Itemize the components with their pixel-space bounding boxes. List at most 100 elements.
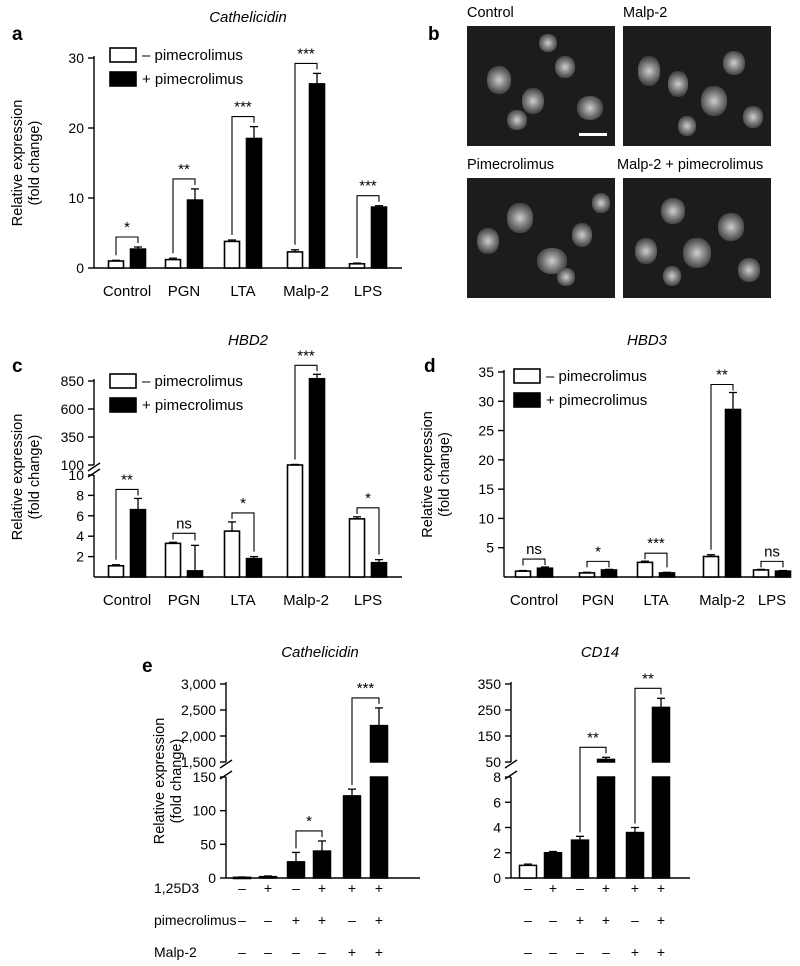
significance-label: ns (764, 543, 780, 560)
legend-swatch-minus (513, 368, 541, 384)
y-tick-label: 50 (485, 754, 501, 770)
significance-label: ** (178, 161, 190, 178)
category-label: LTA (230, 283, 255, 300)
category-label: PGN (168, 592, 201, 609)
condition-sign: – (524, 912, 532, 928)
micrograph-image (467, 26, 615, 146)
bar-minus (164, 542, 182, 578)
significance-label: ** (121, 471, 133, 488)
y-tick-label: 600 (61, 401, 85, 417)
cell-blob (592, 193, 610, 213)
condition-sign: – (292, 944, 300, 960)
bar (518, 864, 538, 879)
y-axis-label-line1: Relative expression (10, 414, 26, 541)
condition-sign: – (549, 912, 557, 928)
bar-plus (186, 199, 204, 269)
cell-blob (555, 56, 575, 78)
y-axis-label-line2: (fold change) (27, 121, 43, 206)
significance-label: * (306, 813, 312, 830)
condition-sign: – (602, 944, 610, 960)
micrograph-label: Malp-2 (623, 5, 668, 21)
y-axis-label-line2: (fold change) (27, 435, 43, 520)
category-label: PGN (168, 283, 201, 300)
y-tick-label: 10 (68, 467, 84, 483)
condition-sign: + (292, 912, 300, 928)
condition-sign: – (576, 880, 584, 896)
significance-bracket (115, 488, 139, 560)
condition-sign: – (264, 944, 272, 960)
condition-sign: + (657, 944, 665, 960)
cell-blob (701, 86, 727, 116)
significance-label: * (124, 219, 130, 236)
category-label: LTA (643, 592, 668, 609)
y-tick-label: 30 (478, 393, 494, 409)
bar-minus (286, 251, 304, 269)
y-tick-label: 250 (478, 702, 502, 718)
condition-label: 1,25D3 (154, 880, 199, 896)
condition-sign: + (631, 944, 639, 960)
bar-minus (514, 570, 532, 578)
cell-blob (638, 56, 660, 86)
y-tick-label: 350 (61, 429, 85, 445)
bar (369, 724, 389, 763)
significance-bracket (172, 532, 196, 541)
cell-blob (507, 110, 527, 130)
significance-label: *** (359, 178, 377, 195)
bar (258, 875, 278, 879)
significance-label: * (365, 490, 371, 507)
bar-plus (245, 557, 263, 578)
y-tick-label: 35 (478, 364, 494, 380)
y-tick-label: 6 (493, 794, 501, 810)
significance-label: *** (357, 680, 375, 697)
cell-blob (522, 88, 544, 114)
bar-plus (724, 408, 742, 578)
condition-sign: + (318, 880, 326, 896)
y-tick-label: 4 (76, 528, 84, 544)
bar (625, 831, 645, 879)
bar-minus (636, 561, 654, 578)
cell-blob (678, 116, 696, 136)
bar-plus (308, 83, 326, 269)
significance-bracket (634, 687, 662, 824)
y-axis-label-line1: Relative expression (152, 718, 168, 845)
significance-bracket (522, 558, 546, 566)
legend-label-plus: + pimecrolimus (142, 397, 243, 414)
bar (543, 852, 563, 879)
significance-bracket (172, 178, 196, 254)
legend-swatch-plus (109, 397, 137, 413)
bar-plus (186, 570, 204, 578)
condition-sign: + (576, 912, 584, 928)
panel-letter-e: e (142, 656, 153, 677)
cell-blob (507, 203, 533, 233)
significance-bracket (356, 507, 380, 555)
y-tick-label: 10 (68, 190, 84, 206)
category-label: Control (510, 592, 558, 609)
condition-label: pimecrolimus (154, 912, 236, 928)
y-axis-label: Relative expression (fold change) (10, 414, 43, 541)
condition-sign: + (348, 944, 356, 960)
y-tick-label: 0 (493, 870, 501, 886)
condition-sign: – (238, 880, 246, 896)
y-tick-label: 20 (478, 452, 494, 468)
cell-blob (663, 266, 681, 286)
category-label: Malp-2 (283, 283, 329, 300)
condition-sign: + (631, 880, 639, 896)
y-tick-label: 1,500 (181, 754, 216, 770)
y-tick-label: 25 (478, 423, 494, 439)
significance-bracket (231, 116, 255, 235)
cell-blob (743, 106, 763, 128)
micrograph-label: Control (467, 5, 514, 21)
bar-minus (578, 572, 596, 578)
y-tick-label: 4 (493, 820, 501, 836)
y-axis-label-line1: Relative expression (420, 411, 436, 538)
bar-plus (129, 248, 147, 269)
y-axis-label: Relative expression (fold change) (420, 411, 453, 538)
significance-bracket (356, 195, 380, 259)
y-tick-label: 0 (208, 870, 216, 886)
bar (342, 795, 362, 879)
micrograph-image (623, 26, 771, 146)
significance-label: *** (647, 535, 665, 552)
bar-minus (348, 262, 366, 269)
bar-plus (370, 206, 388, 269)
significance-bracket (115, 236, 139, 256)
